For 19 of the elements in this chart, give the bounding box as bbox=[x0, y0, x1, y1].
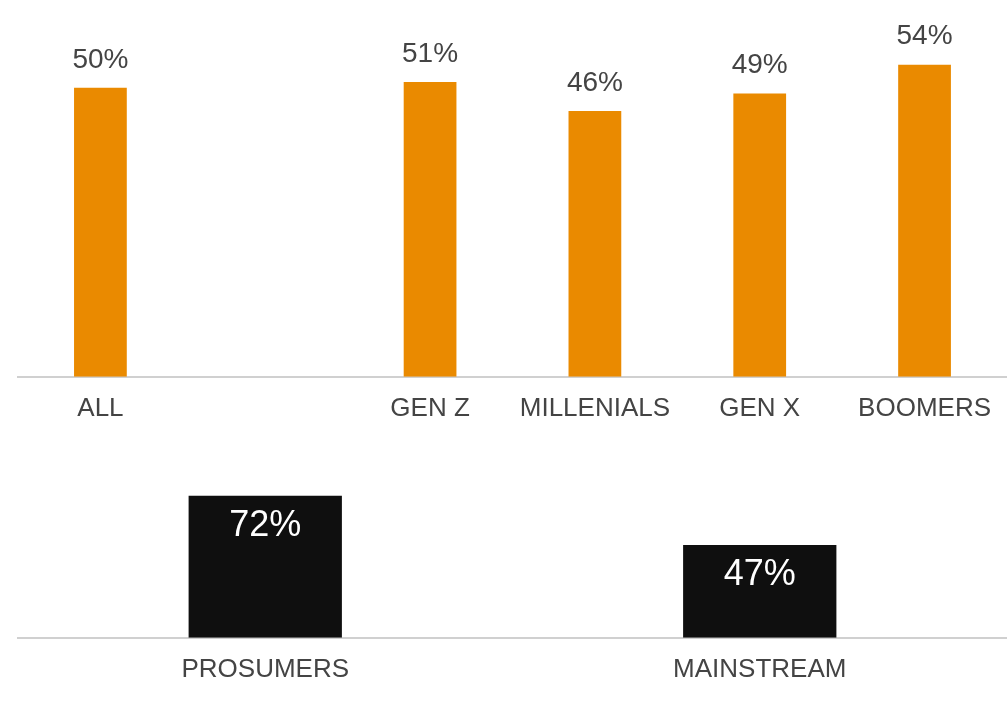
data-label: 50% bbox=[72, 42, 129, 74]
data-label: 46% bbox=[566, 65, 623, 97]
bar bbox=[568, 110, 622, 377]
x-tick-label: ALL bbox=[77, 391, 124, 422]
x-tick-label: BOOMERS bbox=[858, 391, 992, 422]
x-tick-label: MAINSTREAM bbox=[673, 652, 847, 683]
x-tick-label: PROSUMERS bbox=[181, 652, 350, 683]
data-label: 54% bbox=[896, 19, 953, 51]
bar bbox=[898, 64, 951, 377]
data-label: 51% bbox=[402, 36, 459, 68]
x-tick-label: GEN Z bbox=[390, 391, 470, 422]
data-label: 72% bbox=[229, 502, 302, 544]
bar bbox=[74, 87, 127, 377]
bar bbox=[733, 93, 787, 377]
bar bbox=[403, 82, 457, 377]
x-tick-label: MILLENIALS bbox=[519, 391, 671, 422]
x-tick-label: GEN X bbox=[719, 391, 801, 422]
data-label: 49% bbox=[731, 48, 788, 80]
data-label: 47% bbox=[723, 552, 796, 594]
